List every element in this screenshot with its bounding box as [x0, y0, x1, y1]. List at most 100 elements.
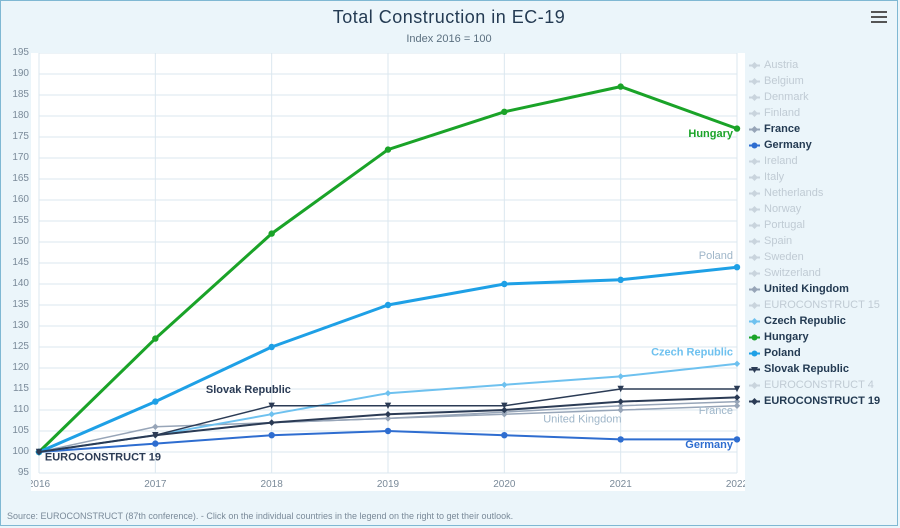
- legend-item[interactable]: Slovak Republic: [749, 361, 889, 377]
- legend-label: EUROCONSTRUCT 4: [764, 377, 874, 393]
- legend-item[interactable]: Sweden: [749, 249, 889, 265]
- legend-item[interactable]: Poland: [749, 345, 889, 361]
- legend-label: Norway: [764, 201, 801, 217]
- legend-marker-icon: [749, 316, 760, 327]
- legend-marker-icon: [749, 252, 760, 263]
- legend-marker-icon: [749, 188, 760, 199]
- legend-marker-icon: [749, 300, 760, 311]
- y-tick-label: 185: [5, 89, 29, 100]
- legend-label: Netherlands: [764, 185, 823, 201]
- plot-area: 2016201720182019202020212022HungaryPolan…: [31, 53, 745, 491]
- legend-item[interactable]: Denmark: [749, 89, 889, 105]
- y-tick-label: 170: [5, 152, 29, 163]
- legend-item[interactable]: Switzerland: [749, 265, 889, 281]
- legend-marker-icon: [749, 156, 760, 167]
- hamburger-icon[interactable]: [871, 11, 887, 25]
- series-label: Hungary: [688, 128, 734, 140]
- legend-marker-icon: [749, 268, 760, 279]
- y-tick-label: 95: [5, 467, 29, 478]
- y-tick-label: 190: [5, 68, 29, 79]
- legend-marker-icon: [749, 332, 760, 343]
- legend-label: Portugal: [764, 217, 805, 233]
- legend-label: Italy: [764, 169, 784, 185]
- legend-marker-icon: [749, 76, 760, 87]
- series-label: Poland: [699, 250, 733, 262]
- y-tick-label: 175: [5, 131, 29, 142]
- legend-marker-icon: [749, 220, 760, 231]
- y-tick-label: 115: [5, 383, 29, 394]
- y-tick-label: 135: [5, 299, 29, 310]
- legend-item[interactable]: EUROCONSTRUCT 15: [749, 297, 889, 313]
- legend-label: Finland: [764, 105, 800, 121]
- y-tick-label: 145: [5, 257, 29, 268]
- series-label: EUROCONSTRUCT 19: [45, 451, 161, 463]
- legend-item[interactable]: Netherlands: [749, 185, 889, 201]
- y-tick-label: 105: [5, 425, 29, 436]
- legend-item[interactable]: Norway: [749, 201, 889, 217]
- legend-item[interactable]: EUROCONSTRUCT 19: [749, 393, 889, 409]
- y-tick-label: 150: [5, 236, 29, 247]
- legend-item[interactable]: Belgium: [749, 73, 889, 89]
- legend-label: Belgium: [764, 73, 804, 89]
- legend-item[interactable]: Finland: [749, 105, 889, 121]
- y-tick-label: 100: [5, 446, 29, 457]
- chart-subtitle: Index 2016 = 100: [1, 33, 897, 45]
- chart-frame: Total Construction in EC-19 Index 2016 =…: [0, 0, 898, 526]
- legend-item[interactable]: Ireland: [749, 153, 889, 169]
- svg-text:2020: 2020: [493, 479, 516, 490]
- legend-label: Slovak Republic: [764, 361, 849, 377]
- y-tick-label: 120: [5, 362, 29, 373]
- legend-marker-icon: [749, 396, 760, 407]
- legend-label: Poland: [764, 345, 801, 361]
- legend-label: EUROCONSTRUCT 19: [764, 393, 880, 409]
- legend-marker-icon: [749, 92, 760, 103]
- y-tick-label: 130: [5, 320, 29, 331]
- legend-marker-icon: [749, 380, 760, 391]
- legend-label: Spain: [764, 233, 792, 249]
- y-tick-label: 180: [5, 110, 29, 121]
- svg-text:2021: 2021: [610, 479, 633, 490]
- legend-item[interactable]: Spain: [749, 233, 889, 249]
- legend-label: Ireland: [764, 153, 798, 169]
- y-tick-label: 160: [5, 194, 29, 205]
- legend-label: Austria: [764, 57, 798, 73]
- chart-footer: Source: EUROCONSTRUCT (87th conference).…: [7, 511, 513, 521]
- legend-item[interactable]: Czech Republic: [749, 313, 889, 329]
- series-label: France: [699, 405, 733, 417]
- legend-marker-icon: [749, 348, 760, 359]
- series-label: United Kingdom: [543, 414, 621, 426]
- legend-item[interactable]: Italy: [749, 169, 889, 185]
- plot-svg: 2016201720182019202020212022HungaryPolan…: [31, 53, 745, 491]
- y-tick-label: 110: [5, 404, 29, 415]
- legend-label: Hungary: [764, 329, 809, 345]
- y-tick-label: 165: [5, 173, 29, 184]
- svg-text:2016: 2016: [31, 479, 51, 490]
- legend-label: United Kingdom: [764, 281, 849, 297]
- y-tick-label: 140: [5, 278, 29, 289]
- legend-marker-icon: [749, 364, 760, 375]
- legend-item[interactable]: Portugal: [749, 217, 889, 233]
- legend-label: Switzerland: [764, 265, 821, 281]
- series-label: Germany: [685, 439, 734, 451]
- legend-marker-icon: [749, 60, 760, 71]
- legend-marker-icon: [749, 236, 760, 247]
- legend-item[interactable]: United Kingdom: [749, 281, 889, 297]
- svg-text:2019: 2019: [377, 479, 400, 490]
- legend-item[interactable]: France: [749, 121, 889, 137]
- svg-text:2022: 2022: [726, 479, 745, 490]
- legend-item[interactable]: Hungary: [749, 329, 889, 345]
- legend-item[interactable]: Austria: [749, 57, 889, 73]
- legend-label: Denmark: [764, 89, 809, 105]
- y-tick-label: 195: [5, 47, 29, 58]
- svg-text:2017: 2017: [144, 479, 167, 490]
- legend-marker-icon: [749, 124, 760, 135]
- legend-item[interactable]: EUROCONSTRUCT 4: [749, 377, 889, 393]
- legend-marker-icon: [749, 284, 760, 295]
- legend-marker-icon: [749, 172, 760, 183]
- legend-item[interactable]: Germany: [749, 137, 889, 153]
- series-label: Czech Republic: [651, 346, 733, 358]
- series-label: Slovak Republic: [206, 384, 291, 396]
- legend-label: Sweden: [764, 249, 804, 265]
- legend-marker-icon: [749, 204, 760, 215]
- legend-label: EUROCONSTRUCT 15: [764, 297, 880, 313]
